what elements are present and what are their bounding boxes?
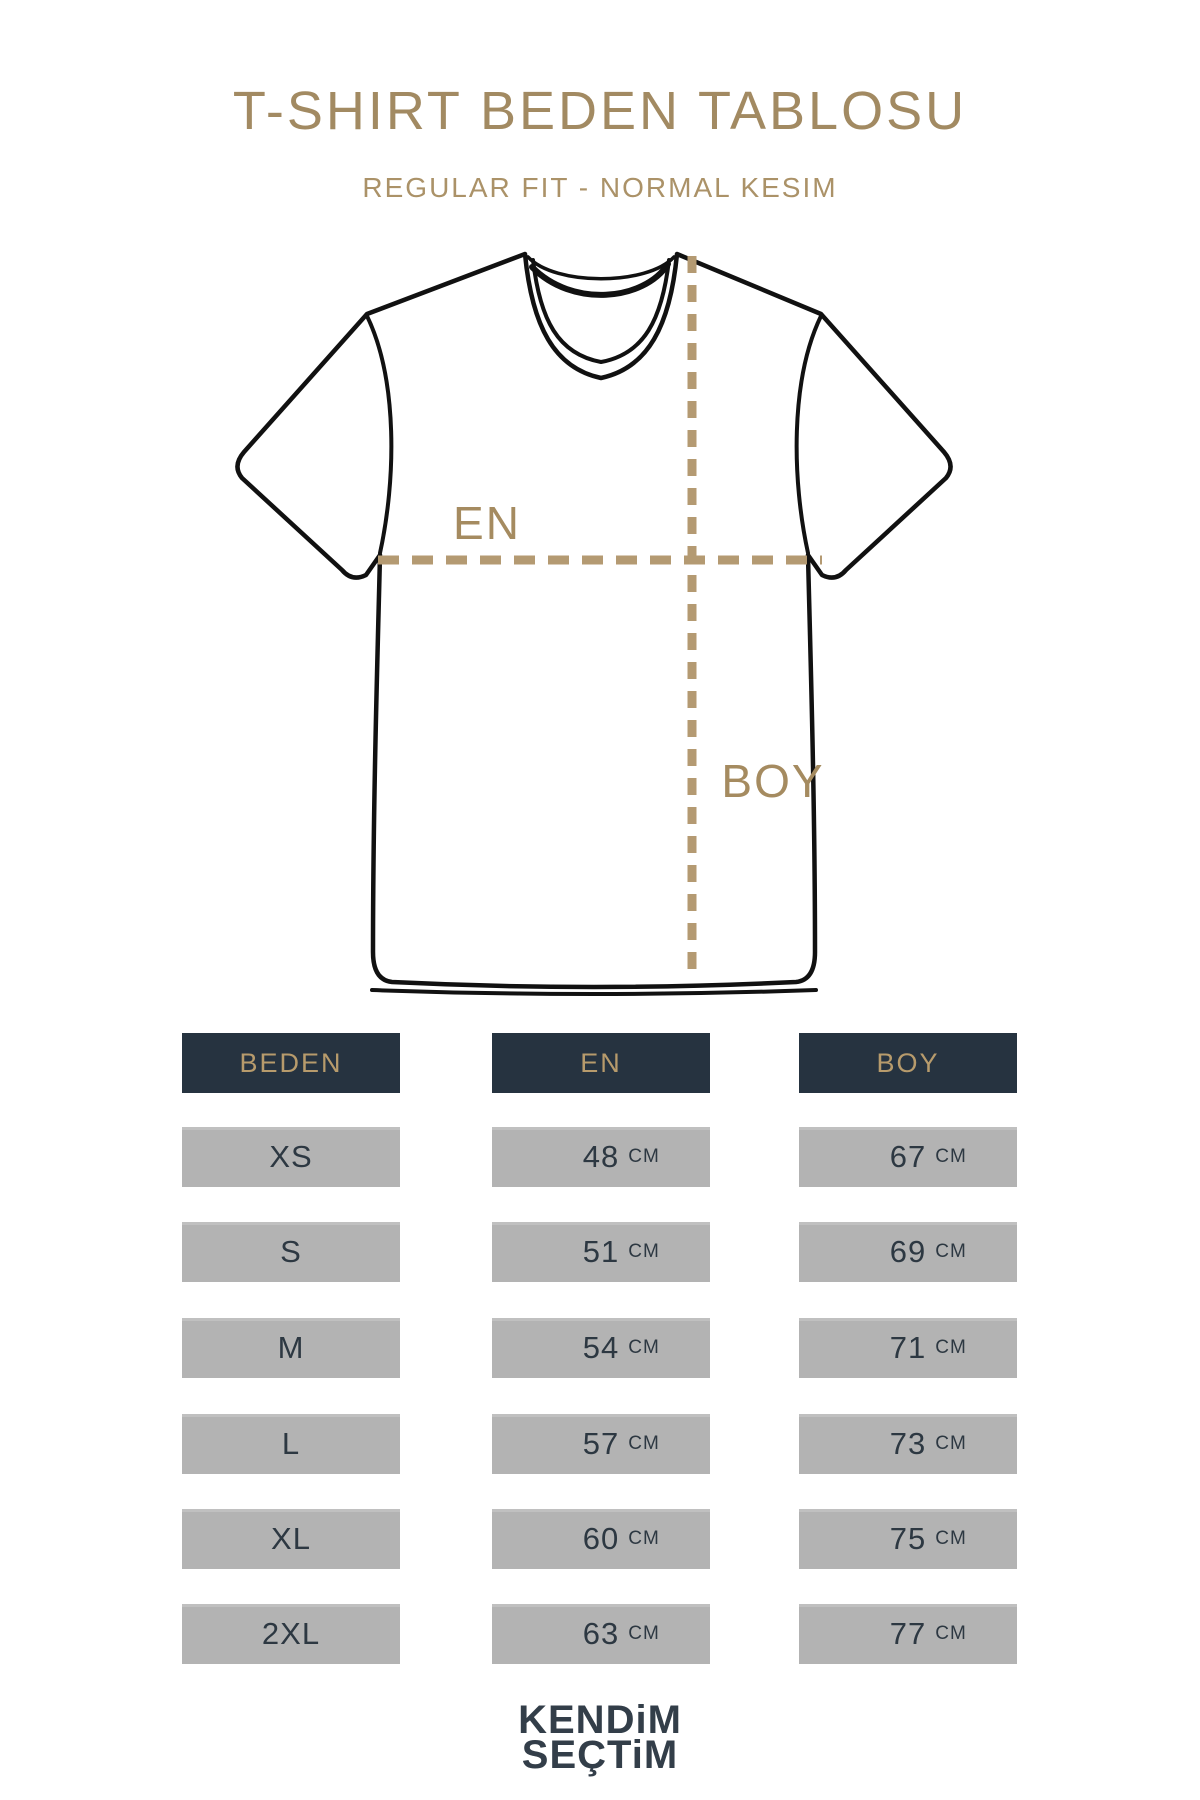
unit-label: CM	[935, 1146, 967, 1167]
tshirt-diagram: EN BOY	[220, 240, 980, 1000]
size-cell-l: L	[182, 1414, 400, 1474]
header-cell-boy: BOY	[799, 1033, 1017, 1093]
boy-value-number: 67	[889, 1139, 927, 1174]
boy-value-xs: 67 CM	[799, 1127, 1017, 1187]
unit-label: CM	[628, 1241, 660, 1262]
unit-label: CM	[628, 1623, 660, 1644]
boy-value-2xl: 77 CM	[799, 1604, 1017, 1664]
boy-value-number: 77	[889, 1616, 927, 1651]
unit-label: CM	[628, 1433, 660, 1454]
left-armhole-seam	[365, 314, 394, 555]
en-value-m: 54 CM	[492, 1318, 710, 1378]
size-cell-xl: XL	[182, 1509, 400, 1569]
unit-label: CM	[935, 1528, 967, 1549]
boy-value-l: 73 CM	[799, 1414, 1017, 1474]
right-armhole-seam	[794, 314, 823, 555]
brand-logo: KENDiM SEÇTiM	[0, 1698, 1200, 1777]
unit-label: CM	[628, 1337, 660, 1358]
length-measure-label: BOY	[721, 755, 825, 807]
tshirt-drawing-svg	[235, 251, 953, 996]
brand-logo-line2: SEÇTiM	[521, 1733, 679, 1777]
unit-label: CM	[935, 1433, 967, 1454]
boy-value-number: 71	[889, 1330, 927, 1365]
boy-value-number: 73	[889, 1426, 927, 1461]
brand-logo-line1: KENDiM	[518, 1698, 682, 1742]
unit-label: CM	[935, 1241, 967, 1262]
size-cell-xs: XS	[182, 1127, 400, 1187]
en-value-l: 57 CM	[492, 1414, 710, 1474]
size-cell-m: M	[182, 1318, 400, 1378]
en-value-xl: 60 CM	[492, 1509, 710, 1569]
boy-value-xl: 75 CM	[799, 1509, 1017, 1569]
unit-label: CM	[628, 1146, 660, 1167]
en-value-number: 63	[582, 1616, 620, 1651]
back-neck-seam-thick	[529, 261, 671, 298]
header-cell-en: EN	[492, 1033, 710, 1093]
en-value-number: 57	[582, 1426, 620, 1461]
en-value-2xl: 63 CM	[492, 1604, 710, 1664]
boy-value-number: 75	[889, 1521, 927, 1556]
boy-value-m: 71 CM	[799, 1318, 1017, 1378]
tshirt-outline	[235, 251, 953, 990]
boy-value-s: 69 CM	[799, 1222, 1017, 1282]
back-neck-seam-thin	[526, 255, 676, 281]
en-value-xs: 48 CM	[492, 1127, 710, 1187]
en-value-number: 51	[582, 1234, 620, 1269]
en-value-number: 54	[582, 1330, 620, 1365]
en-value-number: 60	[582, 1521, 620, 1556]
header-cell-beden: BEDEN	[182, 1033, 400, 1093]
page-title: T-SHIRT BEDEN TABLOSU	[232, 81, 968, 141]
size-cell-s: S	[182, 1222, 400, 1282]
en-value-s: 51 CM	[492, 1222, 710, 1282]
width-measure-label: EN	[453, 497, 521, 549]
collar-inner-band	[531, 258, 671, 365]
size-cell-2xl: 2XL	[182, 1604, 400, 1664]
unit-label: CM	[935, 1623, 967, 1644]
unit-label: CM	[935, 1337, 967, 1358]
unit-label: CM	[628, 1528, 660, 1549]
en-value-number: 48	[582, 1139, 620, 1174]
hem-stitch-line	[370, 988, 818, 996]
page-subtitle: REGULAR FIT - NORMAL KESIM	[362, 172, 838, 203]
boy-value-number: 69	[889, 1234, 927, 1269]
